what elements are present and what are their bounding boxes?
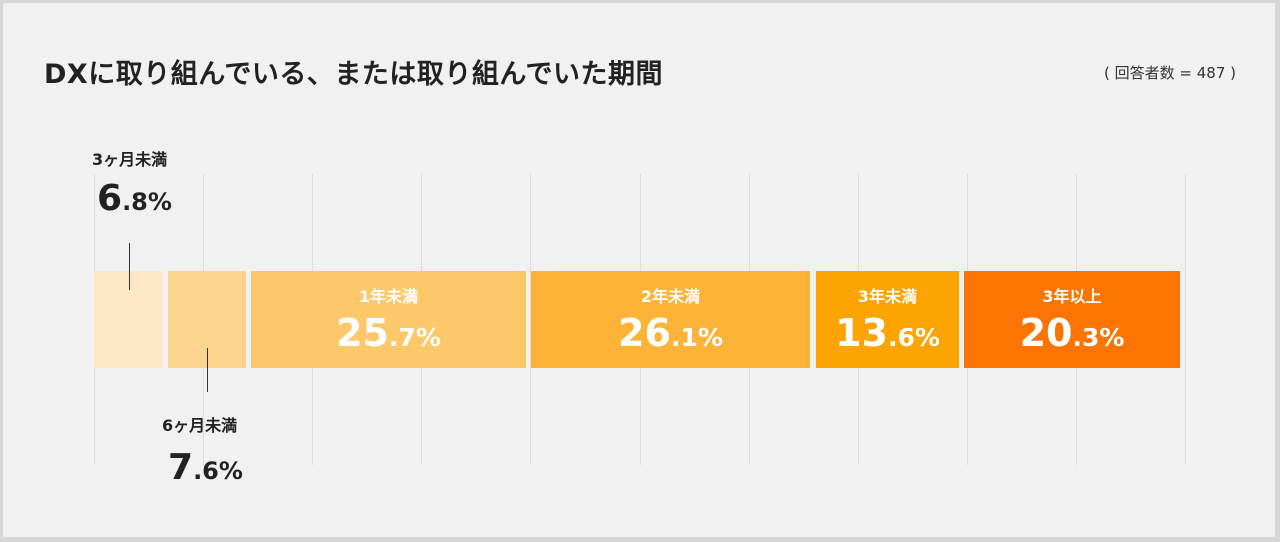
value-integer: 13 <box>835 311 888 355</box>
segment-value: 20.3% <box>964 311 1180 355</box>
segment-value: 13.6% <box>816 311 959 355</box>
segment-label: 3年未満 <box>857 287 918 306</box>
segment-value: 26.1% <box>531 311 810 355</box>
segment-label: 2年未満 <box>640 287 701 306</box>
value-decimal: .7% <box>388 323 441 352</box>
segment-label: 3ヶ月未満 <box>92 150 168 169</box>
leader-line <box>207 348 208 392</box>
leader-line <box>129 243 130 290</box>
value-decimal: .6% <box>887 323 940 352</box>
value-integer: 20 <box>1019 311 1073 355</box>
segment-value: 25.7% <box>251 311 526 355</box>
segment-label: 1年未満 <box>358 287 419 306</box>
value-integer: 6 <box>97 178 123 219</box>
segment-label: 6ヶ月未満 <box>162 416 238 435</box>
bar-segment: 2年未満 26.1% <box>531 271 810 368</box>
segment-value: 7.6% <box>168 447 243 488</box>
gridline <box>1185 174 1186 465</box>
gridline <box>530 174 531 465</box>
chart-title: DXに取り組んでいる、または取り組んでいた期間 <box>44 59 664 90</box>
value-integer: 26 <box>618 311 671 355</box>
bar-segment <box>94 271 163 368</box>
bar-segment: 1年未満 25.7% <box>251 271 526 368</box>
value-decimal: .1% <box>670 323 723 352</box>
value-decimal: .8% <box>122 188 172 216</box>
respondents-note: ( 回答者数 = 487 ) <box>1104 64 1236 82</box>
value-integer: 7 <box>168 447 194 488</box>
bar-segment: 3年未満 13.6% <box>816 271 959 368</box>
value-decimal: .3% <box>1072 323 1125 352</box>
segment-value: 6.8% <box>97 178 172 219</box>
value-integer: 25 <box>336 311 389 355</box>
segment-label: 3年以上 <box>1042 287 1102 306</box>
bar-segment: 3年以上 20.3% <box>964 271 1180 368</box>
chart-frame <box>3 3 1275 537</box>
value-decimal: .6% <box>193 457 243 485</box>
